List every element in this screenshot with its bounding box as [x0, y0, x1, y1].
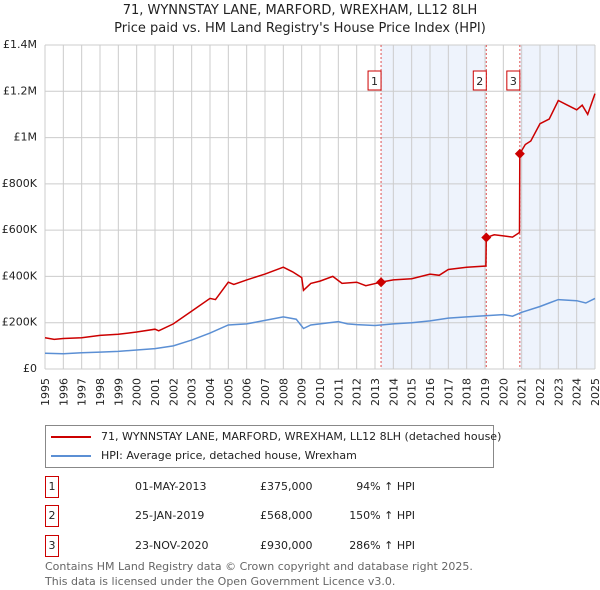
sale-row: 1 01-MAY-2013 £375,000 94% ↑ HPI — [45, 476, 445, 498]
x-tick-label: 2006 — [241, 378, 254, 406]
sale-row: 2 25-JAN-2019 £568,000 150% ↑ HPI — [45, 505, 445, 527]
x-tick-label: 2005 — [222, 378, 235, 406]
sale-point — [376, 277, 387, 288]
legend-label-property: 71, WYNNSTAY LANE, MARFORD, WREXHAM, LL1… — [101, 430, 502, 443]
legend-blue-line — [51, 455, 91, 457]
sale-row: 3 23-NOV-2020 £930,000 286% ↑ HPI — [45, 535, 445, 557]
shaded-region — [519, 45, 595, 369]
legend-label-hpi: HPI: Average price, detached house, Wrex… — [101, 449, 357, 462]
sale-label: 3 — [510, 75, 517, 88]
shaded-region — [381, 45, 487, 369]
y-tick-label: £1.4M — [3, 38, 37, 51]
x-tick-label: 2016 — [424, 378, 437, 406]
x-tick-label: 2018 — [461, 378, 474, 406]
y-tick-label: £0 — [23, 362, 37, 375]
sale-label-box — [367, 70, 382, 91]
chart-subtitle: Price paid vs. HM Land Registry's House … — [114, 21, 486, 36]
x-tick-label: 2000 — [131, 378, 144, 406]
x-tick-label: 2007 — [259, 378, 272, 406]
x-tick-label: 1998 — [94, 378, 107, 406]
x-tick-label: 2012 — [351, 378, 364, 406]
sale-hpi: 286% ↑ HPI — [349, 539, 415, 552]
x-tick-label: 2011 — [332, 378, 345, 406]
sale-date: 23-NOV-2020 — [135, 539, 209, 552]
property-price-line — [44, 93, 596, 341]
legend: 71, WYNNSTAY LANE, MARFORD, WREXHAM, LL1… — [45, 425, 501, 468]
sale-price: £568,000 — [260, 509, 313, 522]
hpi-line — [44, 297, 596, 355]
sale-label-box — [506, 70, 521, 91]
sale-price: £930,000 — [260, 539, 313, 552]
x-tick-label: 2023 — [552, 378, 565, 406]
sale-date: 01-MAY-2013 — [135, 480, 207, 493]
x-tick-label: 1999 — [112, 378, 125, 406]
x-tick-label: 2002 — [167, 378, 180, 406]
sale-label: 2 — [476, 75, 483, 88]
y-tick-label: £400K — [2, 269, 38, 282]
sale-hpi: 150% ↑ HPI — [349, 509, 415, 522]
sale-marker-badge: 1 — [45, 476, 59, 498]
x-tick-label: 2021 — [516, 378, 529, 406]
sale-point — [481, 232, 492, 243]
y-tick-label: £200K — [2, 316, 38, 329]
y-tick-label: £800K — [2, 177, 38, 190]
x-tick-label: 2020 — [497, 378, 510, 406]
footer-copyright: Contains HM Land Registry data © Crown c… — [45, 560, 473, 573]
sale-date: 25-JAN-2019 — [135, 509, 205, 522]
x-tick-label: 2015 — [406, 378, 419, 406]
y-tick-label: £1M — [14, 131, 38, 144]
x-tick-label: 2024 — [571, 378, 584, 406]
x-tick-label: 2025 — [589, 378, 600, 406]
x-tick-label: 2022 — [534, 378, 547, 406]
legend-red-line — [51, 436, 91, 438]
x-tick-label: 2013 — [369, 378, 382, 406]
price-chart: 1995 1996 1997 1998 1999 2000 2001 2002 2003 2004… — [2, 38, 600, 406]
x-tick-label: 2004 — [204, 378, 217, 406]
x-tick-label: 1996 — [57, 378, 70, 406]
x-tick-label: 1997 — [76, 378, 89, 406]
sale-label-box — [472, 70, 487, 91]
y-tick-label: £600K — [2, 223, 38, 236]
sale-price: £375,000 — [260, 480, 313, 493]
x-tick-label: 2009 — [296, 378, 309, 406]
x-tick-label: 2019 — [479, 378, 492, 406]
sale-marker-badge: 2 — [45, 505, 59, 527]
sale-label: 1 — [371, 75, 378, 88]
x-tick-label: 1995 — [39, 378, 52, 406]
sale-marker-badge: 3 — [45, 535, 59, 557]
x-tick-label: 2010 — [314, 378, 327, 406]
x-tick-label: 2003 — [186, 378, 199, 406]
y-tick-label: £1.2M — [3, 84, 37, 97]
sale-hpi: 94% ↑ HPI — [356, 480, 415, 493]
x-tick-label: 2014 — [387, 378, 400, 406]
chart-title: 71, WYNNSTAY LANE, MARFORD, WREXHAM, LL1… — [122, 3, 478, 18]
sale-point — [514, 148, 525, 159]
x-tick-label: 2008 — [277, 378, 290, 406]
footer-licence: This data is licensed under the Open Gov… — [45, 575, 396, 588]
x-tick-label: 2017 — [442, 378, 455, 406]
x-tick-label: 2001 — [149, 378, 162, 406]
